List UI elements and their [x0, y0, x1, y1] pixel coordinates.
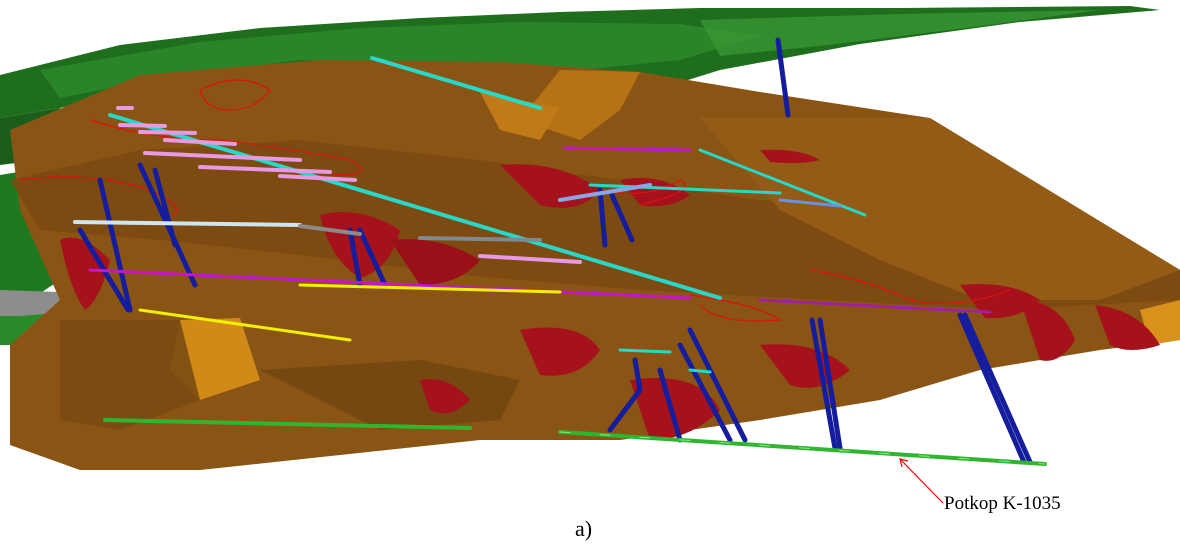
callout-label: Potkop K-1035	[944, 493, 1061, 514]
red-ore-bodies	[60, 149, 1160, 440]
orebody-surface	[10, 60, 1180, 470]
pink-drifts	[116, 106, 582, 264]
blue-shafts	[77, 37, 1033, 465]
figure-caption: a)	[575, 516, 593, 541]
drift-lines	[73, 56, 1047, 466]
callout-arrow	[899, 458, 944, 504]
